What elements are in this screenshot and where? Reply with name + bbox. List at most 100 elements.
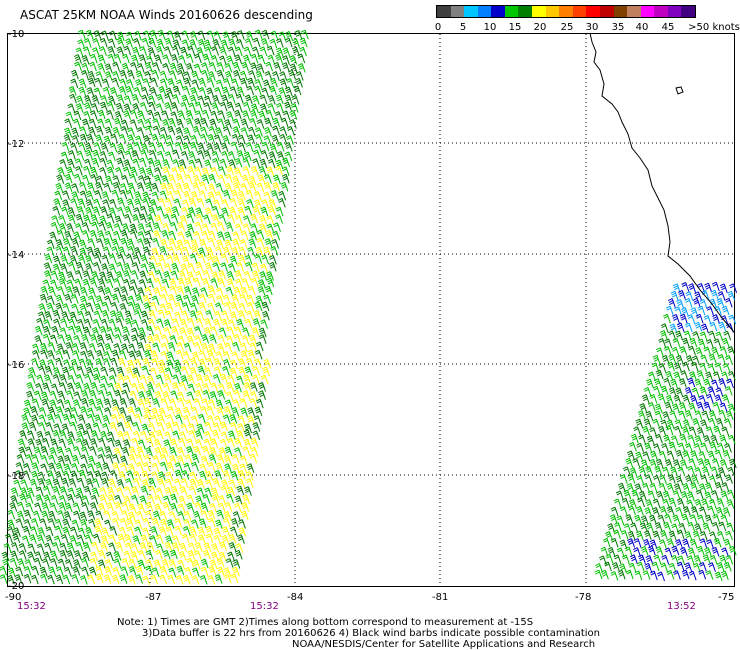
wind-barb	[45, 478, 53, 489]
wind-barb	[88, 398, 96, 409]
wind-barb	[3, 542, 12, 553]
wind-barb	[154, 494, 162, 505]
wind-barb	[728, 458, 737, 469]
wind-barb	[220, 39, 229, 49]
wind-barb	[665, 305, 674, 316]
wind-barb	[613, 554, 622, 565]
wind-barb	[225, 221, 234, 232]
wind-barb	[56, 343, 65, 353]
wind-barb	[209, 503, 217, 513]
wind-barb	[274, 165, 283, 176]
wind-barb	[604, 561, 612, 572]
wind-barb	[694, 435, 703, 445]
wind-barb	[97, 285, 106, 296]
wind-barb	[238, 358, 246, 368]
wind-barb	[632, 458, 641, 468]
wind-barb	[197, 142, 206, 153]
lon-label: -75	[718, 592, 734, 603]
wind-barb	[111, 511, 120, 521]
wind-barb	[122, 439, 131, 449]
wind-barb	[114, 110, 123, 121]
wind-barb	[137, 118, 145, 129]
wind-barb	[125, 38, 133, 48]
wind-barb	[675, 330, 683, 341]
wind-barb	[228, 479, 237, 490]
wind-barb	[657, 393, 666, 404]
wind-barb	[211, 151, 220, 161]
wind-barb	[725, 410, 734, 420]
wind-barb	[23, 509, 32, 520]
wind-barb	[605, 553, 614, 564]
wind-barb	[194, 158, 203, 168]
wind-barb	[721, 426, 730, 437]
wind-barb	[194, 542, 203, 552]
wind-barb	[180, 423, 189, 433]
wind-barb	[120, 566, 129, 576]
wind-barb	[176, 565, 185, 576]
wind-barb	[249, 231, 258, 241]
wind-barb	[261, 87, 269, 98]
wind-barb	[704, 514, 713, 525]
wind-barb	[177, 437, 186, 448]
wind-barb	[80, 557, 89, 568]
wind-barb	[254, 127, 263, 137]
wind-barb	[95, 406, 104, 416]
wind-barb	[183, 462, 192, 473]
wind-barb	[652, 474, 661, 485]
wind-barb	[244, 366, 253, 376]
wind-barb	[123, 375, 132, 385]
wind-barb	[83, 318, 92, 329]
wind-barb	[264, 285, 273, 296]
wind-barb	[210, 438, 218, 448]
wind-barb	[186, 557, 195, 568]
wind-barb	[175, 127, 184, 137]
wind-barb	[184, 566, 193, 577]
wind-barb	[201, 334, 210, 344]
wind-barb	[117, 197, 125, 208]
wind-barb	[223, 511, 232, 521]
wind-barb	[175, 245, 184, 256]
wind-barb	[97, 230, 106, 240]
wind-barb	[168, 237, 176, 248]
wind-barb	[231, 78, 239, 89]
wind-barb	[223, 567, 232, 577]
wind-speed-legend: 0 5 10 15 20 25 30 35 40 45 >50 knots	[435, 5, 740, 35]
wind-barb	[95, 349, 104, 360]
wind-barb	[41, 558, 50, 568]
wind-barb	[254, 134, 263, 144]
wind-barb	[120, 119, 129, 130]
wind-barb	[145, 446, 153, 457]
wind-barb	[252, 205, 261, 216]
wind-barb	[607, 546, 616, 557]
wind-barb	[79, 303, 88, 313]
wind-barb	[710, 490, 719, 500]
wind-barb	[186, 335, 195, 345]
wind-barb	[198, 190, 207, 200]
wind-barb	[104, 287, 113, 297]
wind-barb	[194, 430, 203, 440]
wind-barb	[120, 126, 129, 136]
wind-barb	[273, 222, 281, 232]
wind-barb	[103, 238, 112, 248]
wind-barb	[208, 173, 216, 184]
wind-barb	[697, 305, 706, 316]
wind-barb	[219, 46, 227, 56]
wind-barb	[164, 197, 173, 208]
wind-barb	[206, 77, 215, 88]
wind-barb	[214, 469, 223, 480]
wind-barb	[220, 485, 229, 496]
wind-barb	[722, 363, 731, 373]
wind-barb	[99, 430, 108, 441]
wind-barb	[673, 394, 682, 405]
wind-barb	[138, 157, 147, 168]
wind-barb	[684, 562, 693, 572]
wind-barb	[146, 109, 155, 120]
wind-barb	[154, 390, 163, 401]
wind-barb	[120, 229, 129, 240]
wind-barb	[105, 391, 114, 401]
wind-barb	[68, 93, 77, 104]
wind-barb	[693, 443, 702, 453]
wind-barb	[127, 359, 135, 370]
wind-barb	[213, 142, 221, 153]
wind-barb	[66, 542, 75, 553]
